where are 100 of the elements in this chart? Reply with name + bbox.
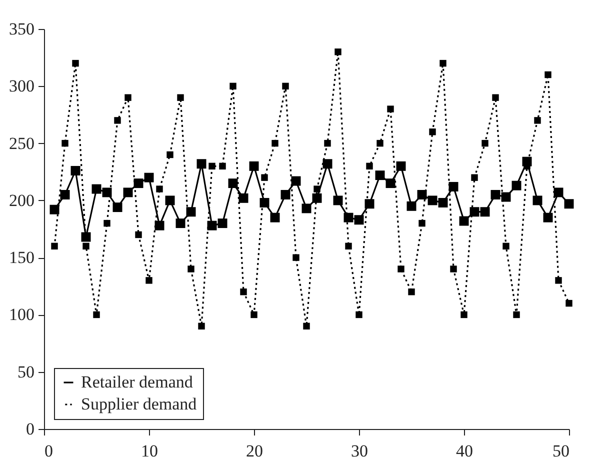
point	[364, 199, 374, 209]
y-tick-label: 150	[9, 248, 34, 268]
point	[230, 82, 236, 90]
y-tick-label: 300	[9, 76, 34, 96]
y-tick-label: 50	[18, 362, 34, 382]
point	[280, 190, 290, 200]
point	[250, 311, 258, 318]
point	[450, 266, 457, 272]
point	[460, 311, 468, 318]
point	[544, 71, 552, 78]
point	[312, 193, 322, 203]
point	[123, 188, 133, 198]
point	[112, 202, 122, 212]
x-tick-label: 30	[351, 442, 368, 460]
point	[502, 242, 510, 250]
point	[208, 162, 216, 170]
point	[375, 170, 385, 180]
point	[238, 193, 248, 203]
point	[81, 232, 91, 242]
point	[51, 242, 58, 250]
point	[459, 216, 469, 226]
point	[50, 204, 60, 214]
point	[146, 277, 152, 284]
point	[354, 215, 364, 225]
legend-label: Retailer demand	[81, 372, 194, 392]
point	[144, 172, 154, 182]
point	[480, 207, 490, 217]
point	[166, 151, 174, 158]
point	[438, 198, 448, 208]
point	[218, 218, 228, 228]
x-tick-label: 20	[246, 442, 263, 460]
point	[156, 186, 163, 192]
x-tick-label: 10	[141, 442, 158, 460]
point	[322, 159, 332, 169]
point	[62, 140, 68, 147]
y-tick-label: 0	[26, 420, 34, 438]
point	[240, 288, 247, 296]
point	[70, 166, 80, 176]
y-tick-label: 250	[9, 134, 34, 153]
point	[291, 176, 301, 186]
point	[512, 180, 522, 190]
point	[134, 178, 144, 188]
point	[429, 128, 436, 136]
point	[261, 174, 268, 181]
point	[270, 212, 280, 222]
point	[154, 220, 164, 230]
point	[344, 212, 354, 222]
point	[482, 140, 488, 147]
point	[135, 231, 142, 238]
point	[60, 190, 70, 200]
point	[555, 277, 562, 284]
point	[82, 242, 90, 250]
point	[386, 178, 396, 188]
point	[92, 184, 102, 194]
legend-label: Supplier demand	[81, 394, 198, 414]
point	[333, 196, 343, 206]
point	[490, 190, 500, 200]
point	[564, 199, 574, 209]
point	[207, 220, 217, 230]
point	[260, 198, 270, 208]
point	[387, 106, 394, 112]
point	[440, 60, 446, 67]
point	[72, 60, 79, 67]
y-tick-label: 350	[9, 20, 34, 38]
point	[324, 140, 331, 147]
point	[471, 174, 478, 181]
point	[406, 201, 416, 211]
point	[356, 311, 362, 318]
point	[176, 218, 186, 228]
point	[366, 162, 373, 170]
point	[345, 242, 352, 250]
y-tick-label: 200	[9, 190, 34, 210]
point	[334, 48, 342, 56]
point	[196, 159, 206, 169]
point	[198, 322, 205, 330]
point	[272, 140, 278, 147]
x-tick-label: 40	[456, 442, 473, 460]
point	[376, 140, 384, 147]
point	[302, 204, 312, 214]
point	[396, 161, 406, 171]
point	[165, 196, 175, 206]
point	[418, 220, 426, 227]
point	[292, 254, 300, 261]
point	[417, 190, 427, 200]
point	[303, 322, 310, 330]
point	[566, 300, 572, 307]
point	[408, 288, 415, 296]
point	[188, 266, 194, 272]
point	[470, 207, 480, 217]
point	[219, 162, 226, 170]
point	[124, 94, 132, 101]
point	[249, 161, 259, 171]
point	[554, 188, 564, 198]
point	[114, 117, 121, 124]
x-tick-label: 50	[552, 442, 570, 460]
point	[102, 188, 112, 198]
point	[534, 117, 541, 124]
point	[93, 311, 100, 318]
point	[177, 94, 184, 101]
point	[492, 94, 499, 101]
